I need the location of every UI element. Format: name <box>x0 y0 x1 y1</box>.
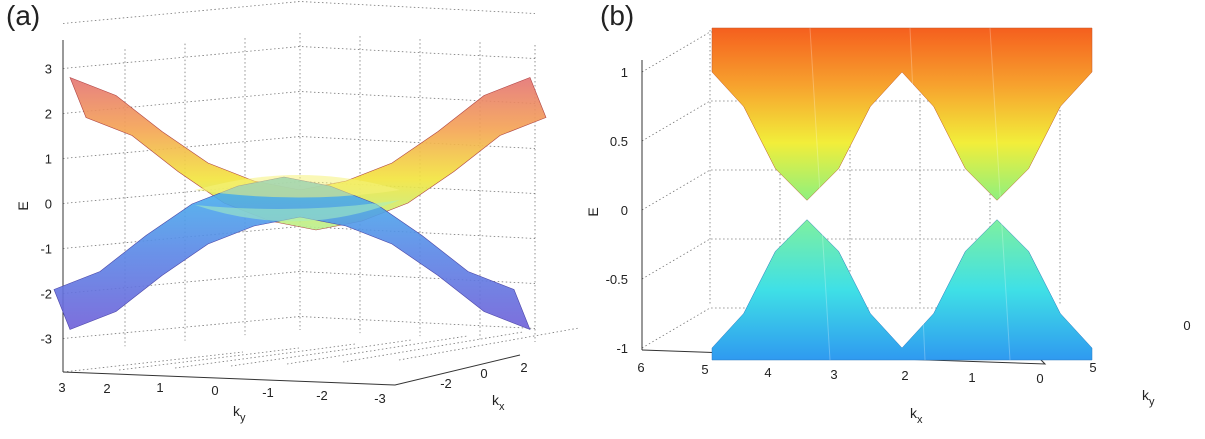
z-tick-label-b: -0.5 <box>606 272 628 287</box>
x-tick-label-b: 6 <box>637 360 644 375</box>
y-tick-label-a: 0 <box>211 383 218 398</box>
y-tick-label-a: -3 <box>374 391 386 406</box>
surface-facet-edge-b <box>809 27 831 361</box>
z-tick-label-b: 0 <box>621 203 628 218</box>
z-tick-label-b: 1 <box>621 65 628 80</box>
axis-frame-a <box>62 354 521 386</box>
z-tick-label-b: -1 <box>616 341 628 356</box>
surface-facet-edge-b <box>909 27 926 361</box>
y-tick-label-a: -2 <box>316 388 328 403</box>
panel-label-a: (a) <box>6 0 41 31</box>
y-tick-label-a: 3 <box>58 380 65 395</box>
gridline-a <box>174 343 356 369</box>
x-tick-label-a: 0 <box>480 366 487 381</box>
x-tick-label-b: 4 <box>764 365 771 380</box>
gridline-a <box>62 46 536 69</box>
z-tick-label-b: 0.5 <box>610 134 628 149</box>
panel-label-b: (b) <box>600 0 635 31</box>
dirac-cone-highlight-a <box>195 200 400 222</box>
y-tick-label-b: 0 <box>1183 318 1190 333</box>
x-tick-label-a: 2 <box>520 360 527 375</box>
surface-lower-band-a <box>53 176 531 331</box>
surface-lower-band-b <box>711 219 1093 361</box>
z-axis-label-a: E <box>15 201 31 210</box>
x-tick-label-b: 0 <box>1036 371 1043 386</box>
x-tick-label-a: -2 <box>440 376 452 391</box>
x-tick-label-b: 5 <box>701 362 708 377</box>
x-tick-label-b: 3 <box>830 367 837 382</box>
z-axis-label-b: E <box>585 207 601 216</box>
gridline-a <box>118 347 300 371</box>
z-tick-label-a: -3 <box>40 332 52 347</box>
y-tick-label-a: 2 <box>103 381 110 396</box>
gridline-a <box>62 316 536 339</box>
gridline-a <box>342 331 524 363</box>
x-axis-label-a: kx <box>492 392 505 413</box>
gridline-a <box>286 335 468 365</box>
y-tick-label-a: -1 <box>262 385 274 400</box>
gridline-a <box>398 327 580 361</box>
surface-upper-band-b <box>711 27 1093 201</box>
z-tick-label-a: 1 <box>45 152 52 167</box>
gridline-a <box>62 351 244 373</box>
gridline-a <box>62 1 536 24</box>
y-tick-label-a: 1 <box>156 380 163 395</box>
dirac-cone-highlight-a <box>195 175 400 198</box>
x-axis-label-b: kx <box>910 405 923 426</box>
y-tick-label-b: 5 <box>1089 360 1096 375</box>
z-tick-label-a: -2 <box>40 287 52 302</box>
y-axis-label-a: ky <box>233 403 246 424</box>
z-tick-label-a: -1 <box>40 242 52 257</box>
z-tick-label-a: 3 <box>45 62 52 77</box>
x-tick-label-b: 2 <box>901 368 908 383</box>
x-tick-label-b: 1 <box>968 370 975 385</box>
surface-plot-a: 3 2 1 0 -1 -2 -3 3 2 1 0 -1 -2 -3 -2 0 2 Eky kx <box>15 1 580 424</box>
z-tick-label-a: 2 <box>45 107 52 122</box>
surface-plot-b: 1 0.5 0 -0.5 -1 6 5 4 3 2 1 0 0 5 Ekx ky <box>585 27 1191 426</box>
y-axis-label-b: ky <box>1142 387 1155 408</box>
z-tick-label-a: 0 <box>45 197 52 212</box>
surface-facet-edge-b <box>989 27 1011 361</box>
